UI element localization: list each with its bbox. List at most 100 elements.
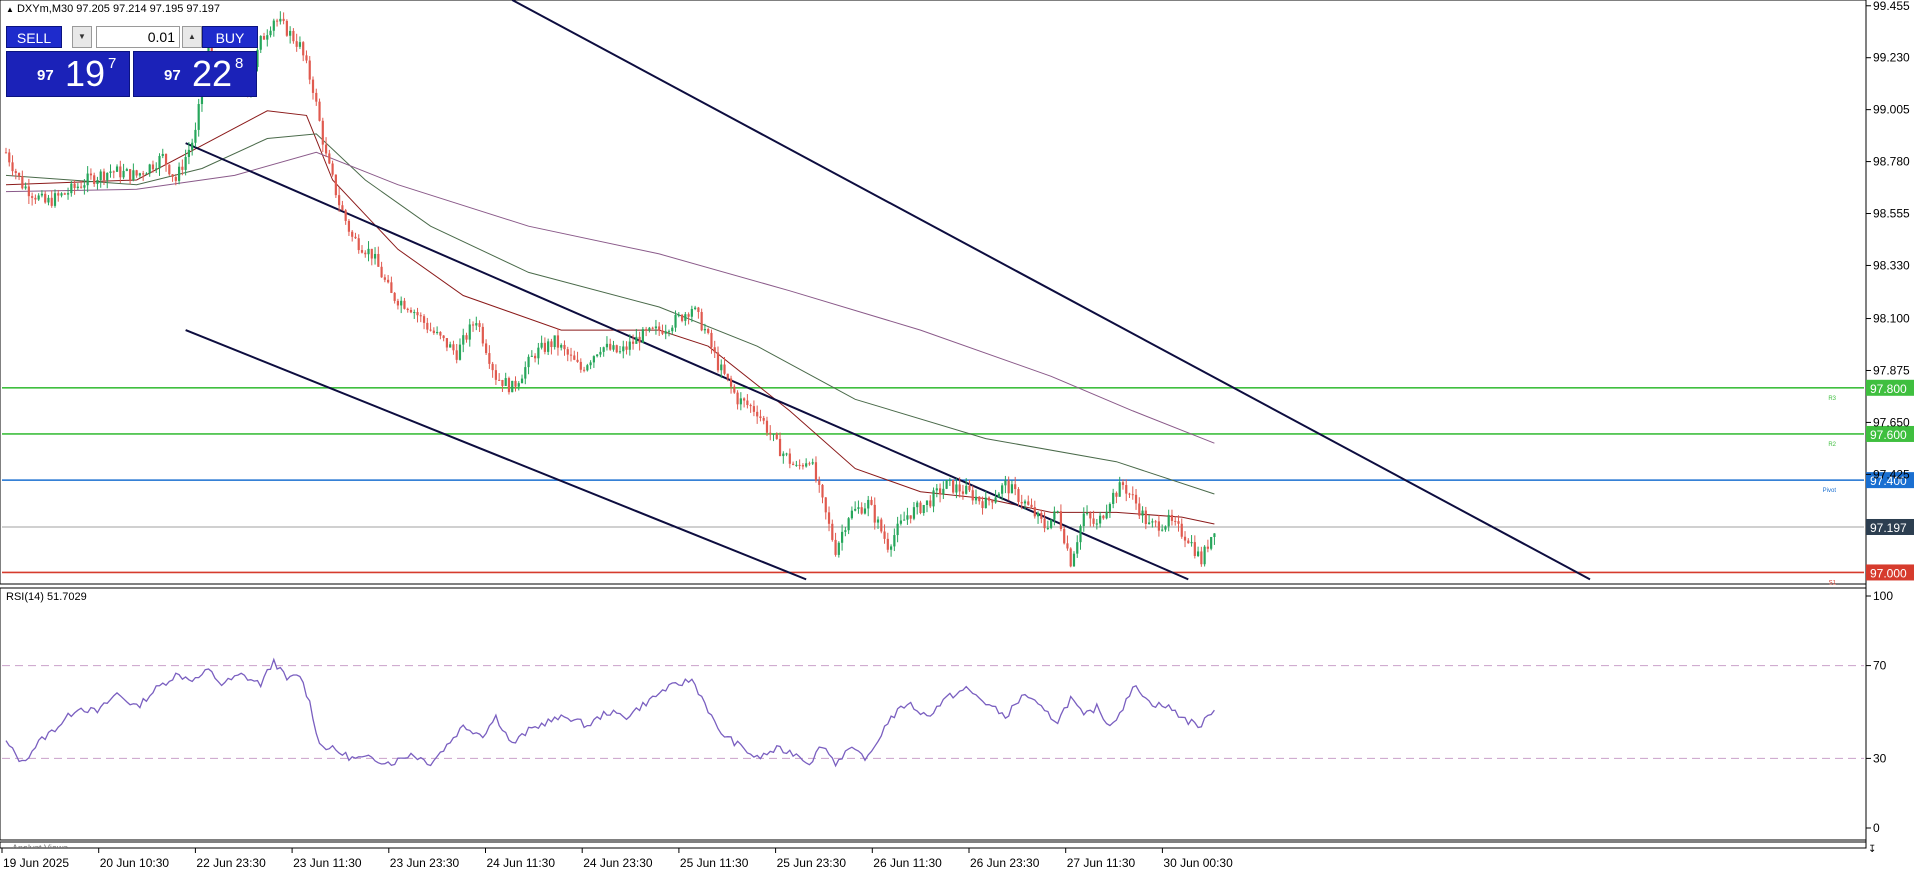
- candle: [442, 335, 445, 339]
- rsi-line: [5, 657, 1215, 768]
- candle: [171, 174, 174, 177]
- candle: [50, 197, 53, 206]
- candle: [1059, 511, 1063, 529]
- candle: [648, 327, 651, 331]
- buy-price-display[interactable]: 97 22 8: [133, 51, 257, 97]
- candle: [925, 500, 929, 505]
- candle: [475, 323, 478, 326]
- candle: [507, 378, 511, 393]
- candle: [938, 488, 942, 495]
- y-tick-label: 98.555: [1873, 207, 1910, 221]
- candle: [177, 166, 181, 181]
- candle: [1138, 503, 1141, 516]
- x-tick-label: 26 Jun 23:30: [970, 856, 1040, 870]
- lot-increase-button[interactable]: ▲: [182, 26, 202, 48]
- candle: [1105, 511, 1108, 519]
- buy-price-prefix: 97: [164, 67, 181, 84]
- candle: [628, 341, 631, 350]
- y-tick-label: 98.100: [1873, 312, 1910, 326]
- candle: [334, 174, 337, 196]
- lot-size-input[interactable]: 0.01: [96, 26, 180, 48]
- candle: [697, 307, 700, 313]
- rsi-title: RSI(14) 51.7029: [6, 591, 87, 603]
- candle: [752, 406, 756, 412]
- candle: [772, 433, 775, 435]
- candle: [609, 343, 612, 350]
- main-chart-frame: [0, 0, 1867, 849]
- candle: [109, 171, 112, 173]
- candle: [390, 282, 393, 293]
- candle: [161, 153, 164, 156]
- candle: [893, 535, 896, 547]
- candle: [66, 193, 70, 195]
- candle: [1017, 489, 1020, 502]
- candle: [974, 496, 978, 501]
- candle: [1066, 543, 1069, 549]
- candle: [370, 248, 373, 259]
- candle: [929, 500, 932, 507]
- sell-price-display[interactable]: 97 19 7: [6, 51, 130, 97]
- analyst-views-strip[interactable]: Analyst Views: [12, 843, 68, 848]
- candle: [765, 420, 769, 433]
- sell-button[interactable]: SELL: [6, 26, 62, 48]
- candle: [298, 42, 302, 47]
- candle: [321, 120, 324, 145]
- level-name: R3: [1828, 396, 1836, 402]
- candle: [96, 180, 99, 185]
- candle: [759, 416, 762, 418]
- candle: [618, 351, 622, 353]
- candle: [344, 210, 347, 221]
- candle: [520, 378, 524, 384]
- candle: [331, 163, 334, 175]
- candle: [194, 129, 197, 143]
- candle: [458, 344, 462, 360]
- candle: [906, 515, 909, 520]
- candle: [749, 405, 752, 407]
- candle: [821, 484, 824, 498]
- candle: [540, 342, 543, 348]
- candle: [560, 344, 563, 348]
- candle: [409, 310, 413, 313]
- candle: [426, 322, 429, 330]
- candle: [471, 324, 475, 326]
- lot-decrease-button[interactable]: ▼: [72, 26, 92, 48]
- candle: [413, 312, 416, 314]
- candle: [14, 171, 17, 173]
- candle: [119, 166, 122, 178]
- candle: [468, 324, 471, 340]
- candle: [726, 373, 729, 379]
- candle: [338, 195, 341, 206]
- candle: [553, 335, 556, 348]
- menu-triangle-icon[interactable]: ▲: [6, 5, 14, 14]
- candle: [687, 314, 690, 317]
- candle: [106, 172, 109, 181]
- candle: [27, 186, 30, 197]
- buy-button[interactable]: BUY: [202, 26, 258, 48]
- candle: [494, 370, 497, 380]
- candle: [811, 462, 814, 464]
- x-tick-label: 27 Jun 11:30: [1067, 856, 1136, 870]
- candle: [341, 205, 344, 211]
- x-tick-label: 26 Jun 11:30: [873, 856, 942, 870]
- candle: [1210, 537, 1213, 549]
- candle: [769, 432, 772, 435]
- candle: [586, 365, 589, 371]
- candle: [1206, 546, 1209, 549]
- candle: [207, 38, 210, 64]
- candle: [419, 315, 422, 317]
- candle: [383, 277, 386, 280]
- candle: [664, 331, 667, 334]
- candle: [873, 504, 876, 523]
- candle: [968, 485, 971, 491]
- level-price-tag: [1866, 564, 1914, 581]
- sell-price-prefix: 97: [37, 67, 54, 84]
- candle: [788, 453, 791, 464]
- x-tick-label: 30 Jun 00:30: [1163, 856, 1233, 870]
- candle: [40, 193, 44, 196]
- sell-price-pips: 19: [65, 53, 106, 94]
- candle: [24, 186, 27, 189]
- candle: [481, 326, 484, 344]
- candle: [181, 166, 184, 170]
- candle: [896, 523, 899, 536]
